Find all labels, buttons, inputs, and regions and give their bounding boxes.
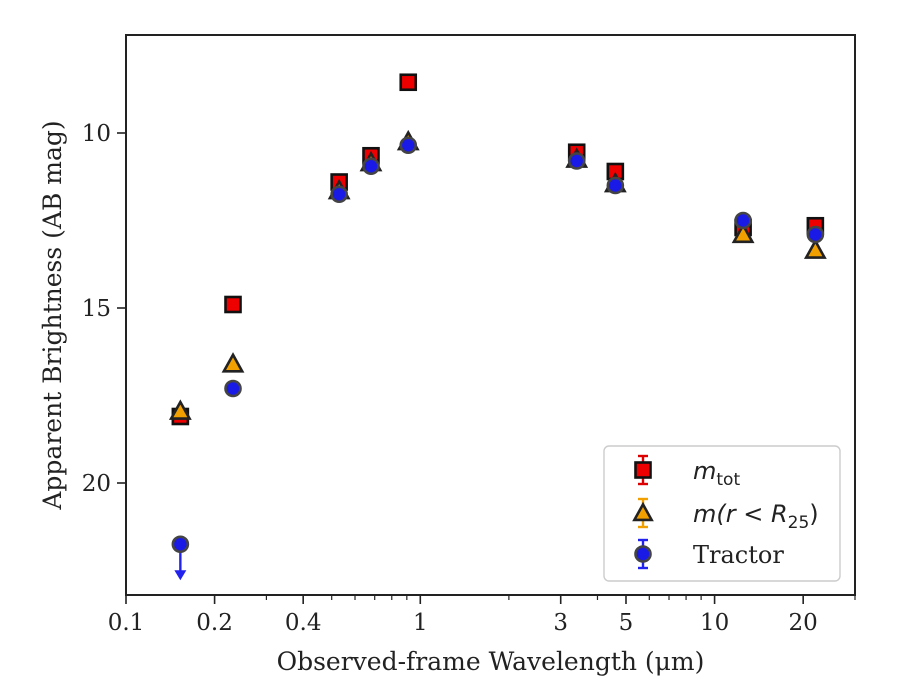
data-point-circle: [224, 379, 242, 398]
data-point-circle: [806, 225, 825, 244]
legend-marker-circle: [634, 545, 652, 563]
x-tick-label: 10: [700, 610, 729, 636]
y-axis-label: Apparent Brightness (AB mag): [38, 120, 67, 510]
data-point-triangle: [803, 238, 827, 259]
x-tick-label: 20: [789, 610, 818, 636]
data-point-triangle: [221, 352, 245, 373]
y-tick-label: 20: [82, 471, 111, 497]
data-point-circle: [606, 176, 625, 195]
data-point-circle: [171, 535, 190, 554]
legend-marker-square: [634, 461, 652, 479]
axis-ticks: 0.1 0.2 0.4 1 3 5 10 20 10 15 20: [82, 121, 856, 636]
x-tick-label: 0.1: [108, 610, 145, 636]
legend-marker-triangle: [632, 501, 654, 522]
x-axis-label: Observed-frame Wavelength (μm): [277, 647, 705, 676]
data-point-circle: [734, 211, 752, 230]
legend-box: [603, 445, 841, 582]
y-tick-label: 15: [82, 296, 111, 322]
data-point-circle: [362, 157, 380, 176]
x-tick-label: 0.4: [285, 610, 322, 636]
data-point-circle: [567, 152, 586, 170]
data-point-square: [224, 295, 242, 314]
data-point-square: [399, 73, 418, 92]
x-tick-label: 3: [553, 610, 568, 636]
x-tick-label: 5: [619, 610, 634, 636]
legend-label: m(r < R25): [693, 500, 819, 533]
y-tick-label: 10: [82, 121, 111, 147]
data-point-triangle: [731, 222, 755, 244]
legend-label: Tractor: [693, 541, 784, 569]
data-point-circle: [330, 185, 348, 204]
data-marks: [168, 73, 827, 581]
plot-frame: [125, 34, 856, 596]
data-point-triangle: [168, 399, 192, 420]
data-point-circle: [399, 136, 418, 155]
x-tick-label: 0.2: [196, 610, 233, 636]
upper-limit-arrowhead: [174, 570, 187, 581]
x-tick-label: 1: [413, 610, 428, 636]
legend: mtot m(r < R25) Tractor: [603, 445, 841, 582]
legend-label: mtot: [693, 457, 740, 490]
